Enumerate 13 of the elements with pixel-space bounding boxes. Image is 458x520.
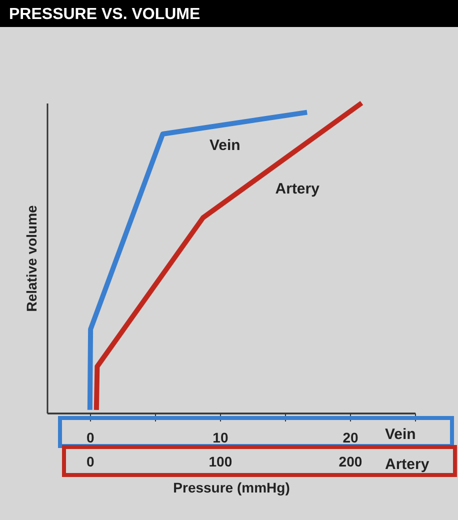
x2-tick-label: 100 [208, 454, 232, 470]
x2-tick-label: 0 [86, 454, 95, 470]
x-tick-label: 10 [212, 430, 228, 446]
x-tick-label: 20 [342, 430, 358, 446]
text: Artery [385, 456, 430, 473]
text: Vein [385, 426, 416, 443]
x2-tick-label: 200 [338, 454, 362, 470]
series-label: Vein [209, 137, 240, 154]
y-axis-title: Relative volume [24, 204, 40, 312]
x-tick-label: 0 [86, 430, 95, 446]
x-axis-title: Pressure (mmHg) [173, 480, 290, 496]
chart-title: PRESSURE VS. VOLUME [9, 6, 200, 23]
series-label: Artery [275, 180, 320, 198]
